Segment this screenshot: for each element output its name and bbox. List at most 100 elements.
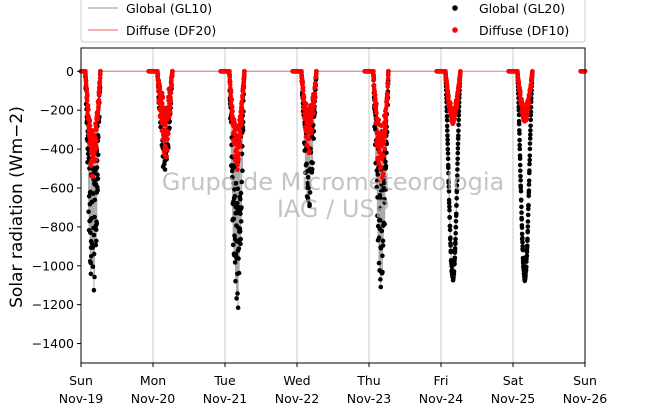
gl20-point — [518, 178, 523, 183]
gl20-point — [451, 269, 457, 274]
gl20-point — [453, 240, 458, 245]
gl20-point — [516, 121, 522, 127]
gl20-point — [525, 219, 531, 224]
gl20-point — [448, 249, 454, 255]
legend-swatch-gl20 — [452, 5, 458, 11]
df10-point — [313, 81, 318, 87]
gl20-point — [375, 172, 381, 177]
df10-point — [239, 100, 245, 106]
df10-point — [385, 84, 391, 90]
df10-point — [299, 69, 304, 74]
gl20-point — [445, 156, 451, 161]
legend-swatch-df10 — [452, 27, 458, 33]
gl20-point — [162, 167, 168, 172]
gl20-point — [307, 190, 313, 195]
df10-point — [382, 146, 388, 152]
df10-point — [374, 101, 379, 106]
gl20-point — [445, 133, 450, 138]
watermark-line-2: IAG / USP — [277, 195, 389, 223]
gl20-point — [525, 228, 531, 234]
gl20-point — [519, 225, 525, 230]
legend-label-df10: Diffuse (DF10) — [479, 23, 569, 38]
gl20-point — [383, 163, 389, 169]
gl20-point — [454, 196, 460, 201]
gl20-point — [380, 253, 385, 259]
df10-point — [384, 112, 389, 118]
gl20-point — [93, 227, 99, 232]
gl20-point — [526, 202, 531, 208]
legend: Global (GL10) Diffuse (DF20) Global (GL2… — [80, 0, 586, 43]
df10-point — [384, 97, 390, 102]
gl20-point — [448, 243, 453, 248]
df10-point — [159, 101, 165, 106]
df10-point — [167, 109, 173, 115]
gl20-point — [445, 151, 451, 156]
gl20-point — [378, 196, 383, 201]
gl20-point — [528, 132, 533, 137]
df10-point — [371, 69, 376, 74]
watermark-line-1: Grupo de Micrometeorologia — [162, 168, 504, 196]
gl20-point — [375, 213, 380, 218]
df10-point — [372, 89, 378, 94]
df10-point — [518, 89, 523, 95]
df10-point — [169, 82, 174, 87]
gl20-point — [525, 224, 531, 229]
df10-point — [376, 117, 381, 123]
df10-point — [386, 69, 391, 74]
df10-point — [378, 164, 384, 170]
gl20-point — [377, 217, 383, 223]
gl20-point — [92, 214, 97, 220]
x-tick-label-date: Nov-19 — [59, 391, 104, 406]
gl20-point — [448, 235, 453, 241]
gl20-point — [455, 146, 461, 151]
df10-point — [379, 123, 384, 128]
gl20-point — [520, 244, 525, 249]
legend-label-gl10: Global (GL10) — [126, 1, 212, 16]
df10-point — [372, 93, 378, 98]
legend-label-df20: Diffuse (DF20) — [126, 23, 216, 38]
df10-point — [240, 107, 245, 113]
df10-point — [382, 125, 388, 130]
gl20-point — [520, 247, 526, 253]
gl20-point — [376, 235, 382, 240]
gl20-point — [456, 122, 461, 128]
gl20-point — [527, 161, 532, 167]
gl20-point — [376, 260, 382, 266]
df10-point — [446, 93, 451, 99]
df10-point — [97, 86, 102, 92]
gl20-point — [526, 188, 532, 193]
series-global-gl20 — [78, 0, 588, 311]
df10-point — [240, 89, 246, 94]
gl20-point — [519, 204, 524, 210]
df10-point — [85, 103, 91, 108]
gl20-point — [306, 185, 312, 191]
gl20-point — [380, 238, 386, 244]
x-tick-label-date: Nov-20 — [131, 391, 176, 406]
df10-point — [88, 163, 94, 169]
df10-point — [385, 92, 390, 97]
gl20-point — [92, 197, 98, 203]
df10-point — [309, 127, 315, 133]
gl20-point — [88, 230, 93, 235]
gl20-point — [527, 141, 533, 146]
df10-point — [166, 114, 172, 120]
y-axis-label: Solar radiation (Wm−2) — [7, 106, 27, 308]
gl20-point — [517, 137, 522, 143]
gl20-point — [526, 182, 532, 187]
gl20-point — [454, 188, 460, 193]
gl20-point — [379, 228, 385, 234]
df10-point — [458, 69, 463, 74]
df10-point — [515, 69, 520, 74]
df10-point — [168, 94, 173, 100]
gl20-point — [520, 239, 525, 245]
df10-point — [309, 120, 314, 126]
y-tick-label: −600 — [40, 181, 74, 196]
df10-point — [312, 91, 318, 96]
gl20-point — [454, 177, 460, 183]
series-diffuse-df10 — [78, 69, 588, 183]
df10-point — [306, 136, 312, 141]
gl20-point — [528, 128, 533, 133]
gl20-point — [305, 198, 311, 203]
x-tick-label-day: Sun — [69, 373, 93, 388]
gl20-point — [444, 114, 450, 119]
